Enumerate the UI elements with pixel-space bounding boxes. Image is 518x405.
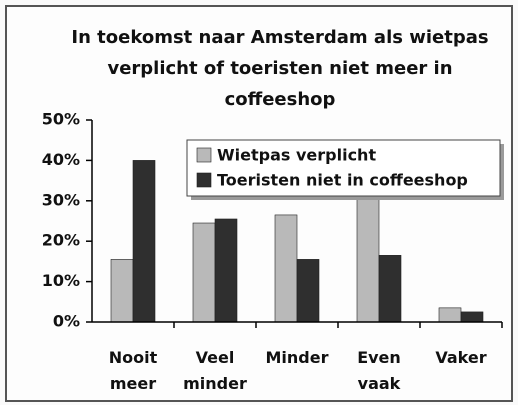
bar (356, 196, 380, 323)
chart-frame (5, 5, 513, 402)
bar (296, 259, 320, 323)
y-tick-label: 10% (42, 271, 80, 290)
y-tick-label: 20% (42, 231, 80, 250)
bar (132, 160, 156, 323)
x-tick-label: Even vaak (357, 348, 401, 393)
y-tick-label: 40% (42, 150, 80, 169)
bar (110, 259, 134, 323)
legend (186, 139, 501, 197)
legend-swatch (196, 172, 212, 188)
chart-title: In toekomst naar Amsterdam als wietpas v… (71, 27, 489, 110)
x-tick-label: Veel minder (183, 348, 247, 393)
y-tick-label: 0% (53, 312, 80, 331)
bar (214, 218, 238, 323)
bar (438, 307, 462, 323)
y-tick-label: 30% (42, 190, 80, 209)
y-tick-label: 50% (42, 110, 80, 129)
legend-label: Wietpas verplicht (217, 146, 376, 165)
bar (460, 311, 484, 323)
bar (274, 214, 298, 323)
x-tick-label: Vaker (435, 348, 487, 367)
x-tick-label: Minder (265, 348, 329, 367)
x-tick-label: Nooit meer (108, 348, 158, 393)
bar (192, 222, 216, 323)
legend-swatch (196, 147, 212, 163)
bar (378, 255, 402, 323)
legend-label: Toeristen niet in coffeeshop (217, 171, 468, 190)
